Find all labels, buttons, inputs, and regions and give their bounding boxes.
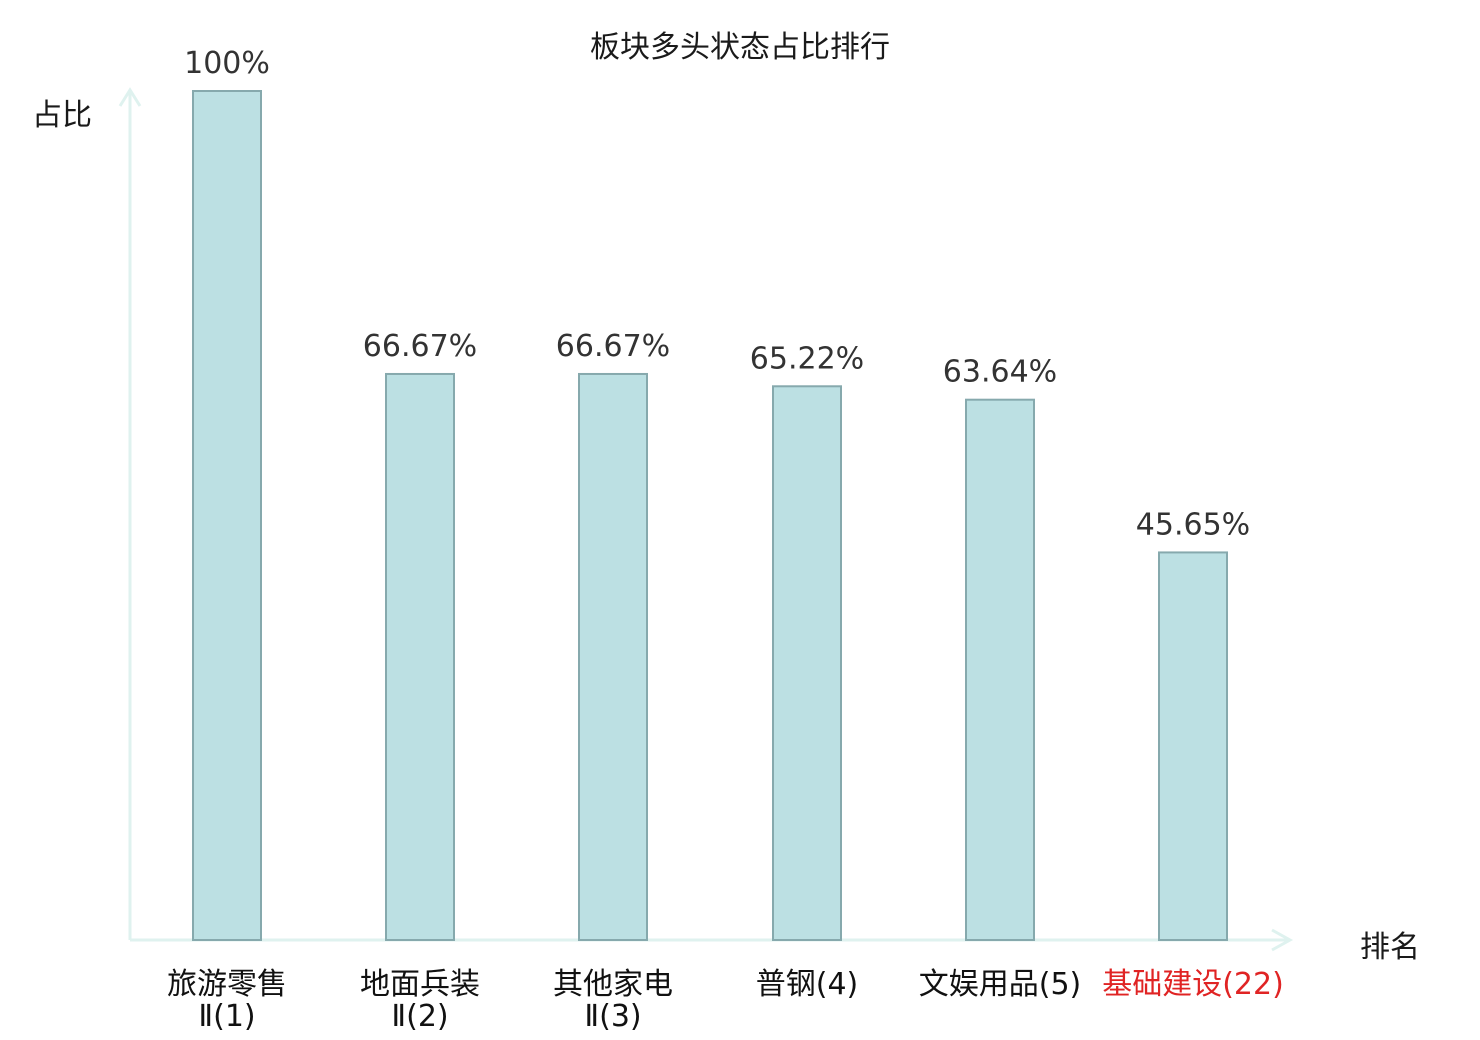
bar-value-label: 100% [184, 46, 270, 81]
category-tick-label: Ⅱ(2) [391, 999, 448, 1034]
x-axis-label: 排名 [1360, 930, 1420, 965]
bar-value-label: 45.65% [1136, 507, 1250, 542]
bar-value-label: 66.67% [556, 329, 670, 364]
category-tick-label: Ⅱ(1) [198, 999, 255, 1034]
bar [385, 372, 455, 942]
category-tick-label: 旅游零售 [167, 967, 287, 1002]
category-tick-label: 普钢(4) [756, 967, 859, 1002]
x-axis-arrow-icon [1271, 928, 1294, 952]
y-axis-label: 占比 [32, 98, 92, 133]
category-tick-label: 其他家电 [553, 967, 673, 1002]
chart-title: 板块多头状态占比排行 [590, 30, 890, 65]
bar [1158, 551, 1228, 942]
bar [772, 385, 842, 941]
bar-value-label: 66.67% [363, 329, 477, 364]
bar-value-label: 63.64% [943, 355, 1057, 390]
bar [578, 372, 648, 942]
y-axis-arrow-icon [118, 87, 142, 107]
category-tick-label: 基础建设(22) [1102, 967, 1284, 1002]
category-tick-label: Ⅱ(3) [584, 999, 641, 1034]
bar-value-label: 65.22% [750, 341, 864, 376]
bar [192, 90, 262, 941]
category-tick-label: 文娱用品(5) [919, 967, 1082, 1002]
category-tick-label: 地面兵装 [360, 967, 480, 1002]
bar [965, 398, 1035, 941]
